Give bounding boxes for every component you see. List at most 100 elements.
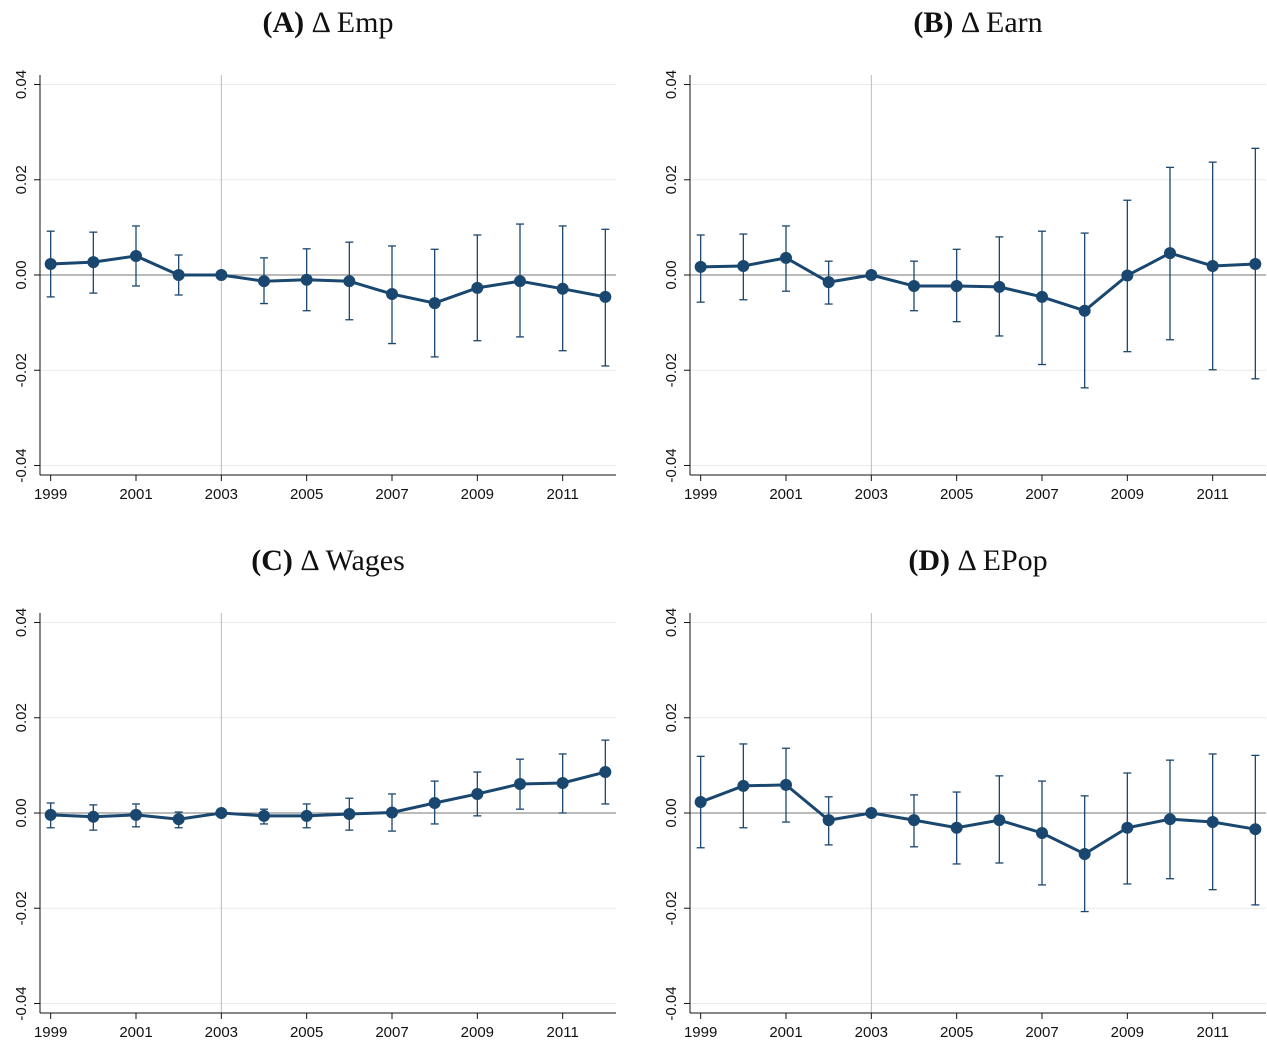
point: [1206, 259, 1219, 272]
point: [694, 796, 707, 809]
x-tick-label: 2009: [461, 1024, 494, 1041]
y-tick-label: 0.00: [13, 798, 30, 827]
x-tick-label: 2011: [547, 486, 579, 503]
point: [87, 256, 100, 269]
y-tick-label: -0.04: [13, 986, 30, 1020]
panel-title: (A) Δ Emp: [263, 6, 394, 39]
y-tick-label: 0.02: [663, 165, 680, 194]
x-tick-label: 2011: [547, 1024, 579, 1041]
x-tick-label: 2011: [1197, 1024, 1229, 1041]
point: [44, 258, 57, 271]
point: [428, 297, 441, 310]
point: [258, 275, 270, 288]
y-tick-label: 0.02: [13, 703, 30, 732]
point: [950, 279, 963, 292]
x-tick-label: 2005: [940, 1024, 973, 1041]
point: [87, 810, 100, 823]
y-tick-label: 0.00: [663, 260, 680, 289]
series-line: [700, 783, 1256, 856]
point: [822, 814, 835, 827]
panel-label: (A): [263, 6, 305, 39]
point: [215, 269, 228, 281]
x-tick-label: 2003: [205, 1024, 238, 1041]
series-line: [700, 251, 1256, 313]
panel-name: Δ Wages: [300, 544, 404, 577]
y-tick-label: -0.04: [663, 448, 680, 482]
point: [1036, 290, 1048, 303]
point: [343, 807, 356, 820]
x-tick-label: 2007: [1025, 1024, 1058, 1041]
point: [343, 275, 356, 288]
x-tick-label: 2005: [290, 1024, 323, 1041]
point: [386, 806, 398, 819]
y-tick-label: 0.04: [663, 608, 680, 637]
x-tick-label: 1999: [34, 486, 67, 503]
panel-label: (B): [913, 6, 953, 39]
series-line: [50, 254, 606, 305]
point: [471, 281, 484, 294]
y-tick-label: -0.02: [13, 891, 30, 925]
x-tick-label: 2001: [119, 1024, 152, 1041]
y-tick-label: 0.00: [663, 798, 680, 827]
point: [993, 814, 1006, 827]
panel-name: Δ Emp: [312, 6, 394, 39]
x-tick-label: 2001: [119, 486, 152, 503]
point: [44, 808, 57, 821]
x-tick-label: 2009: [1111, 1024, 1144, 1041]
x-tick-label: 2007: [375, 1024, 408, 1041]
point: [130, 808, 142, 821]
panel-label: (C): [251, 544, 293, 577]
panel-title: (C) Δ Wages: [251, 544, 405, 577]
point: [1078, 304, 1091, 317]
point: [514, 275, 526, 288]
point: [130, 249, 142, 262]
y-tick-label: 0.04: [663, 70, 680, 99]
point: [1164, 813, 1176, 826]
point: [1249, 258, 1262, 271]
x-tick-label: 2003: [855, 486, 888, 503]
point: [215, 807, 228, 819]
y-tick-label: 0.04: [13, 608, 30, 637]
x-tick-label: 2007: [1025, 486, 1058, 503]
y-tick-label: -0.02: [663, 891, 680, 925]
point: [950, 821, 963, 834]
point: [908, 279, 920, 292]
point: [514, 777, 526, 790]
x-tick-label: 2009: [461, 486, 494, 503]
point: [1206, 816, 1219, 829]
point: [822, 276, 835, 289]
point: [865, 807, 878, 819]
panel-name: Δ EPop: [958, 544, 1048, 577]
point: [1036, 827, 1048, 839]
point: [599, 766, 612, 779]
y-tick-label: -0.02: [663, 353, 680, 387]
point: [172, 813, 185, 826]
x-tick-label: 2003: [855, 1024, 888, 1041]
x-tick-label: 1999: [684, 1024, 717, 1041]
point: [1164, 247, 1176, 260]
point: [258, 809, 270, 822]
x-tick-label: 1999: [684, 486, 717, 503]
point: [780, 778, 792, 791]
x-tick-label: 2005: [290, 486, 323, 503]
x-tick-label: 2001: [769, 1024, 802, 1041]
point: [865, 269, 878, 281]
panel-title: (B) Δ Earn: [913, 6, 1042, 39]
y-tick-label: 0.02: [663, 703, 680, 732]
y-tick-label: -0.04: [13, 448, 30, 482]
point: [1078, 847, 1091, 860]
point: [694, 260, 707, 273]
x-tick-label: 2011: [1197, 486, 1229, 503]
point: [386, 288, 398, 301]
point: [780, 251, 792, 264]
y-tick-label: -0.02: [13, 353, 30, 387]
panel-title: (D) Δ EPop: [908, 544, 1047, 577]
point: [172, 269, 185, 281]
panel-label: (D): [908, 544, 950, 577]
panel-name: Δ Earn: [961, 6, 1043, 39]
x-tick-label: 2005: [940, 486, 973, 503]
point: [556, 777, 569, 789]
